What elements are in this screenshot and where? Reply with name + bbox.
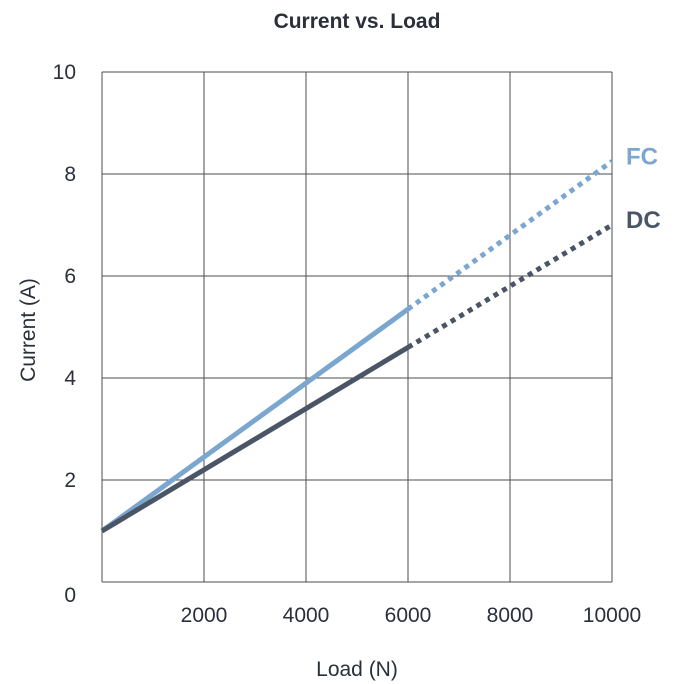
y-tick-label: 4: [64, 367, 76, 390]
series-lines: FC DC: [100, 143, 661, 534]
grid: [101, 71, 613, 583]
y-tick-label: 0: [64, 584, 76, 607]
x-axis-label: Load (N): [316, 658, 398, 681]
x-tick-label: 8000: [487, 604, 534, 627]
series-label-fc: FC: [626, 143, 658, 170]
x-tick-label: 10000: [583, 604, 641, 627]
chart-title: Current vs. Load: [274, 10, 441, 33]
y-axis-label: Current (A): [17, 278, 40, 382]
x-tick-label: 4000: [283, 604, 330, 627]
y-tick-label: 10: [53, 61, 76, 84]
series-label-dc: DC: [626, 207, 661, 234]
y-tick-labels: 0 2 4 6 8 10: [53, 61, 77, 607]
y-tick-label: 2: [64, 469, 76, 492]
series-line-fc-measured: [100, 307, 410, 534]
series-line-fc-extrapolated: [406, 159, 614, 312]
y-tick-label: 8: [64, 163, 76, 186]
y-tick-label: 6: [64, 265, 76, 288]
x-tick-label: 6000: [385, 604, 432, 627]
series-line-dc-measured: [100, 345, 410, 534]
x-tick-labels: 2000 4000 6000 8000 10000: [181, 604, 642, 627]
x-tick-label: 2000: [181, 604, 228, 627]
